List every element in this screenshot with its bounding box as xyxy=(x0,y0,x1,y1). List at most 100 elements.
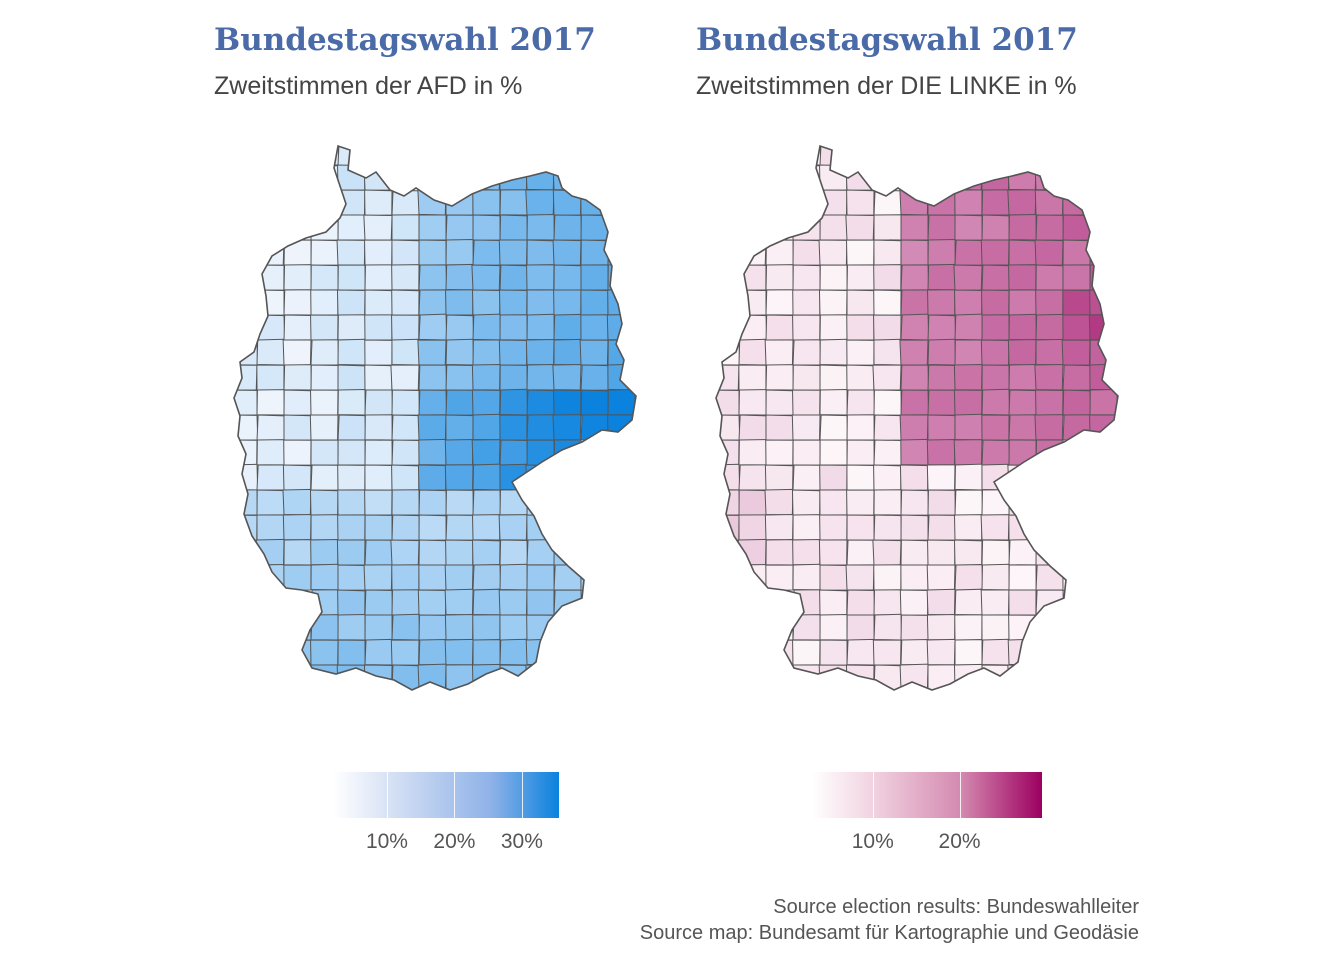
district xyxy=(526,289,555,316)
district xyxy=(391,289,420,316)
legend-tick-label: 20% xyxy=(938,830,981,853)
district xyxy=(981,264,1011,291)
map-panel-linke: Bundestagswahl 2017 Zweitstimmen der DIE… xyxy=(672,0,1232,720)
district xyxy=(310,214,339,241)
district xyxy=(445,214,475,241)
district xyxy=(472,639,501,666)
district xyxy=(472,313,502,341)
district xyxy=(818,289,848,316)
district xyxy=(391,264,420,291)
district xyxy=(553,338,582,366)
district xyxy=(846,539,876,566)
district xyxy=(310,364,339,391)
district xyxy=(980,339,1010,366)
district xyxy=(765,439,794,466)
district xyxy=(819,338,848,366)
district xyxy=(819,164,848,191)
district xyxy=(846,239,875,266)
district xyxy=(819,314,848,341)
district xyxy=(283,289,313,316)
district xyxy=(1007,189,1037,216)
district xyxy=(337,414,367,441)
district xyxy=(234,389,258,416)
district xyxy=(579,339,609,366)
district xyxy=(981,414,1010,441)
district xyxy=(364,489,393,516)
district xyxy=(927,364,957,391)
country-border xyxy=(233,144,637,691)
district xyxy=(845,664,875,690)
district xyxy=(981,563,1010,591)
district xyxy=(256,389,285,416)
district xyxy=(899,414,929,441)
district xyxy=(873,589,902,616)
district xyxy=(471,539,501,567)
district xyxy=(900,214,929,241)
district xyxy=(981,614,1010,641)
district xyxy=(472,413,501,441)
district xyxy=(873,264,902,291)
district xyxy=(899,339,929,366)
district xyxy=(900,364,930,391)
district xyxy=(256,289,285,316)
district xyxy=(792,364,821,391)
district xyxy=(1035,338,1064,366)
source-election-results: Source election results: Bundeswahlleite… xyxy=(773,896,1139,918)
district xyxy=(445,489,474,516)
district xyxy=(927,489,956,516)
district xyxy=(791,414,821,441)
district xyxy=(1034,163,1064,191)
district xyxy=(765,414,794,442)
district xyxy=(953,264,983,291)
district xyxy=(873,414,903,441)
district xyxy=(737,538,767,566)
district xyxy=(310,264,339,291)
district xyxy=(980,589,1010,616)
district xyxy=(310,538,339,566)
district xyxy=(1008,414,1038,441)
district xyxy=(873,464,902,492)
district xyxy=(337,264,366,291)
district xyxy=(1034,239,1064,266)
district xyxy=(980,239,1010,266)
district xyxy=(1008,539,1038,566)
district xyxy=(444,464,474,491)
district xyxy=(255,538,285,566)
district xyxy=(1089,239,1118,266)
district xyxy=(256,514,285,541)
district xyxy=(927,289,956,316)
district xyxy=(445,314,475,342)
district xyxy=(1062,214,1091,241)
district xyxy=(499,314,528,341)
district xyxy=(310,289,339,316)
district xyxy=(580,364,610,391)
district xyxy=(417,589,447,616)
district xyxy=(309,489,339,517)
district xyxy=(607,389,636,416)
district xyxy=(1008,589,1037,616)
district xyxy=(391,314,420,341)
legend-tick-label: 10% xyxy=(365,830,408,853)
district xyxy=(444,588,474,616)
district xyxy=(1062,189,1091,216)
district xyxy=(525,163,555,191)
district xyxy=(283,314,312,341)
legend-afd: 10% 20% 30% xyxy=(333,772,559,862)
district xyxy=(716,364,740,391)
district xyxy=(738,289,767,316)
district xyxy=(900,438,929,466)
district xyxy=(472,239,502,266)
district xyxy=(792,563,821,591)
district xyxy=(927,414,956,441)
map-subtitle: Zweitstimmen der DIE LINKE in % xyxy=(696,72,1077,100)
district xyxy=(953,539,983,567)
district xyxy=(418,564,447,591)
district xyxy=(981,314,1010,341)
district xyxy=(283,364,312,391)
district xyxy=(472,489,502,516)
district xyxy=(499,214,528,242)
district xyxy=(553,389,582,416)
district xyxy=(391,564,420,591)
district xyxy=(791,489,821,517)
district xyxy=(498,239,528,266)
